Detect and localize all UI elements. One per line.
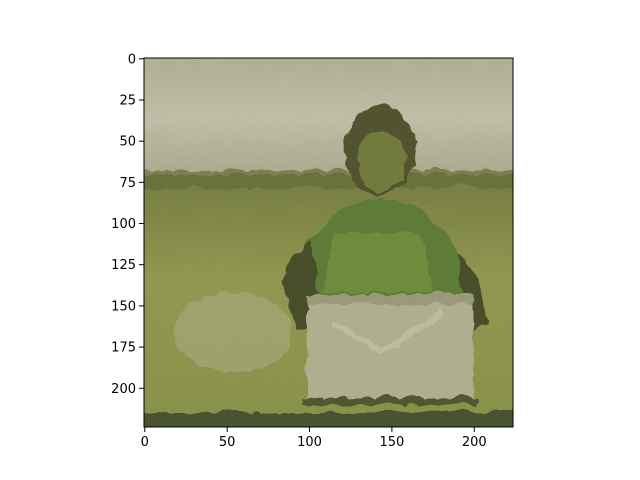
x-tick-label: 200 (462, 435, 487, 450)
x-tick-label: 0 (141, 435, 149, 450)
x-axis-ticks: 0 50 100 150 200 (141, 427, 487, 450)
y-tick-label: 150 (111, 299, 136, 314)
x-tick-label: 100 (297, 435, 322, 450)
y-tick-label: 50 (119, 135, 136, 150)
stylized-photo (144, 58, 513, 427)
x-tick-label: 150 (379, 435, 404, 450)
y-axis-ticks: 0 25 50 75 100 125 150 175 200 (111, 52, 144, 397)
y-tick-label: 25 (119, 93, 136, 108)
y-tick-label: 200 (111, 382, 136, 397)
y-tick-label: 175 (111, 341, 136, 356)
x-tick-label: 50 (219, 435, 236, 450)
y-tick-label: 100 (111, 217, 136, 232)
y-tick-label: 125 (111, 258, 136, 273)
y-tick-label: 75 (119, 176, 136, 191)
y-tick-label: 0 (128, 52, 136, 67)
axes-frame (143, 57, 514, 428)
